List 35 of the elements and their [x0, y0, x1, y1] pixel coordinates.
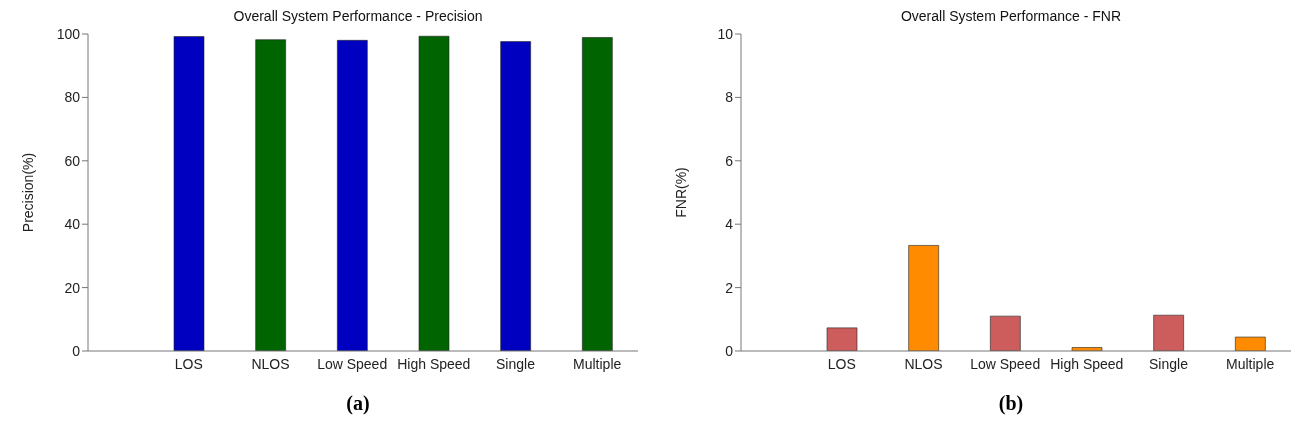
bar — [1235, 336, 1266, 351]
y-tick-label: 10 — [717, 25, 734, 42]
x-tick-label: High Speed — [397, 355, 471, 372]
y-tick-label: 2 — [725, 279, 734, 296]
y-axis-title: Precision(%) — [19, 152, 36, 233]
x-tick-label: LOS — [827, 355, 856, 372]
y-tick-label: 40 — [64, 216, 81, 233]
x-tick-label: NLOS — [251, 355, 290, 372]
y-tick-label: 60 — [64, 152, 81, 169]
bar — [990, 315, 1021, 351]
chart-title: Overall System Performance - FNR — [899, 8, 1123, 26]
bar — [1153, 314, 1184, 351]
x-tick-label: High Speed — [1050, 355, 1124, 372]
x-tick-label: Low Speed — [317, 355, 388, 372]
x-tick-label: LOS — [174, 355, 203, 372]
x-tick-label: NLOS — [904, 355, 943, 372]
chart-title: Overall System Performance - Precision — [232, 8, 484, 26]
y-tick-label: 0 — [72, 342, 81, 359]
x-tick-label: Multiple — [1226, 355, 1275, 372]
x-tick-label: Low Speed — [970, 355, 1041, 372]
text: (b) — [997, 392, 1025, 415]
text: (a) — [345, 392, 371, 415]
y-tick-label: 8 — [725, 89, 734, 106]
y-axis-title: FNR(%) — [672, 167, 689, 218]
x-tick-label: Multiple — [573, 355, 622, 372]
bar — [908, 245, 939, 351]
x-tick-label: Single — [496, 355, 536, 372]
y-tick-label: 0 — [725, 342, 734, 359]
bar — [826, 327, 858, 351]
x-tick-label: Single — [1149, 355, 1189, 372]
y-tick-label: 100 — [56, 25, 81, 42]
y-tick-label: 20 — [64, 279, 81, 296]
y-tick-label: 6 — [725, 152, 734, 169]
y-tick-label: 4 — [725, 216, 734, 233]
y-tick-label: 80 — [64, 89, 81, 106]
